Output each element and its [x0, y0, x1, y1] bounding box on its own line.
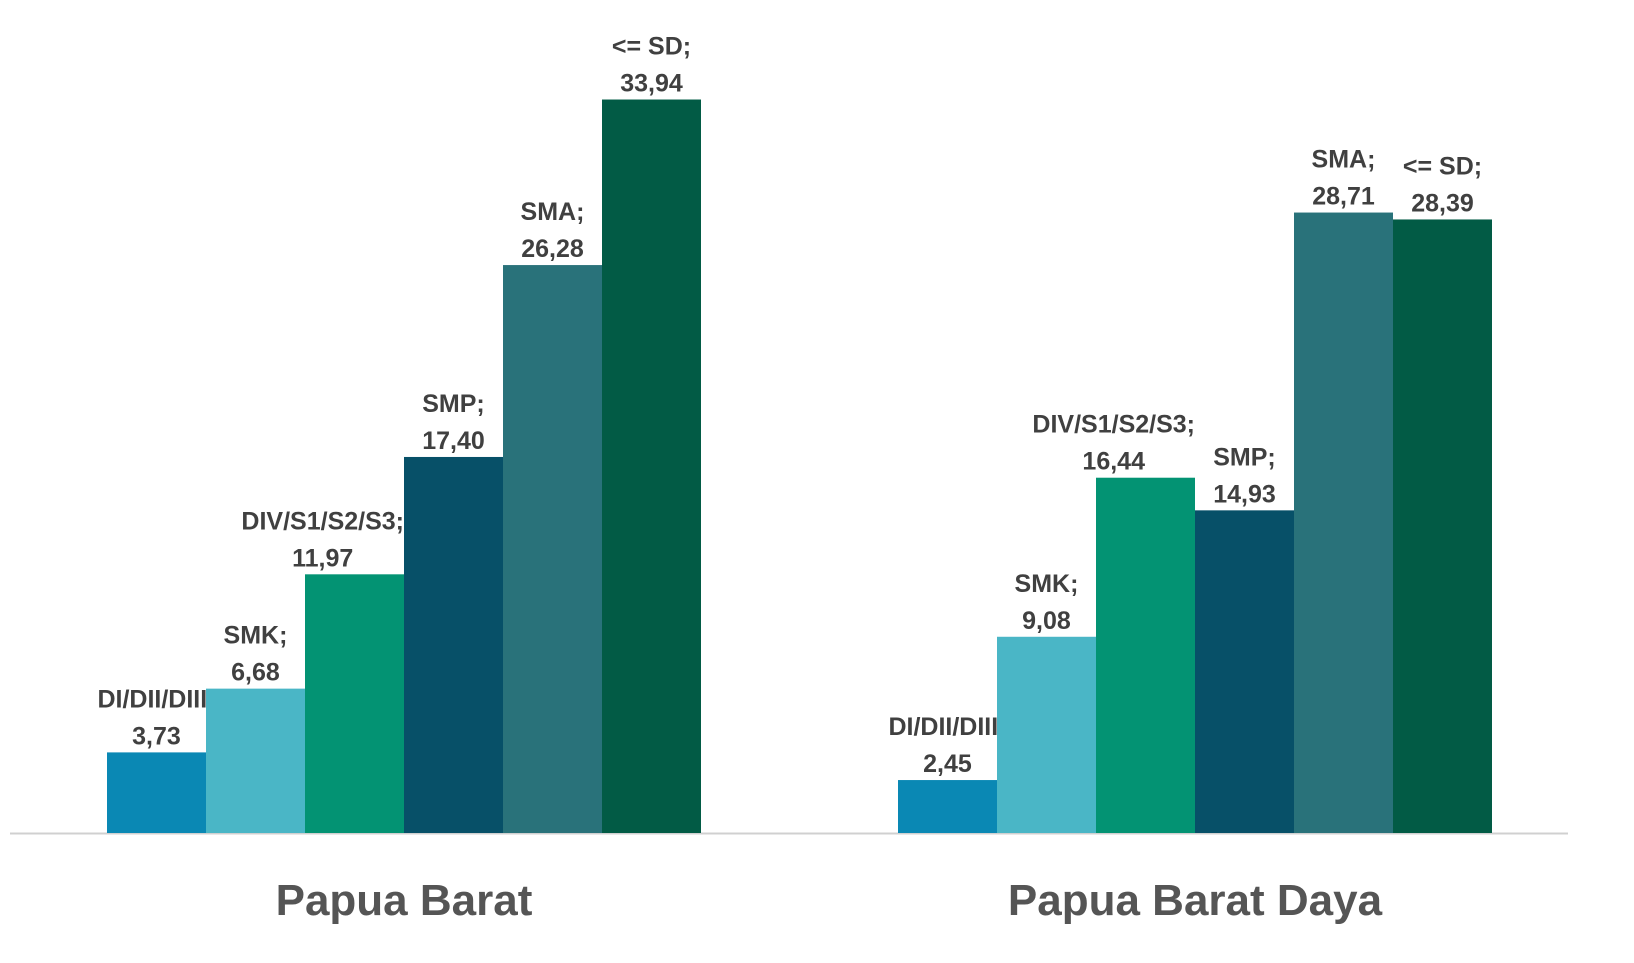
bar — [503, 265, 602, 833]
bar — [898, 780, 997, 833]
data-label: SMA; 26,28 — [521, 198, 585, 263]
data-label: DI/DII/DIII; 3,73 — [97, 685, 215, 750]
data-label: DIV/S1/S2/S3; 11,97 — [241, 507, 404, 572]
bar — [602, 99, 701, 833]
bar — [1195, 510, 1294, 833]
data-label: DIV/S1/S2/S3; 16,44 — [1032, 411, 1195, 476]
data-label: <= SD; 28,39 — [1403, 152, 1482, 217]
data-label: SMP; 17,40 — [422, 390, 485, 455]
bar — [997, 636, 1096, 833]
bar — [107, 752, 206, 833]
bar — [1096, 477, 1195, 833]
data-label: SMA; 28,71 — [1312, 146, 1376, 211]
bar — [305, 574, 404, 833]
data-label: <= SD; 33,94 — [612, 33, 691, 98]
data-label: DI/DII/DIII; 2,45 — [888, 713, 1006, 778]
category-label: Papua Barat Daya — [1008, 876, 1383, 925]
data-label: SMK; 6,68 — [224, 622, 288, 687]
category-label: Papua Barat — [276, 876, 533, 925]
data-label: SMP; 14,93 — [1213, 443, 1276, 508]
data-label: SMK; 9,08 — [1015, 570, 1079, 635]
bar — [1294, 212, 1393, 834]
bar — [206, 688, 305, 833]
bar — [404, 456, 503, 833]
bar — [1393, 219, 1492, 833]
